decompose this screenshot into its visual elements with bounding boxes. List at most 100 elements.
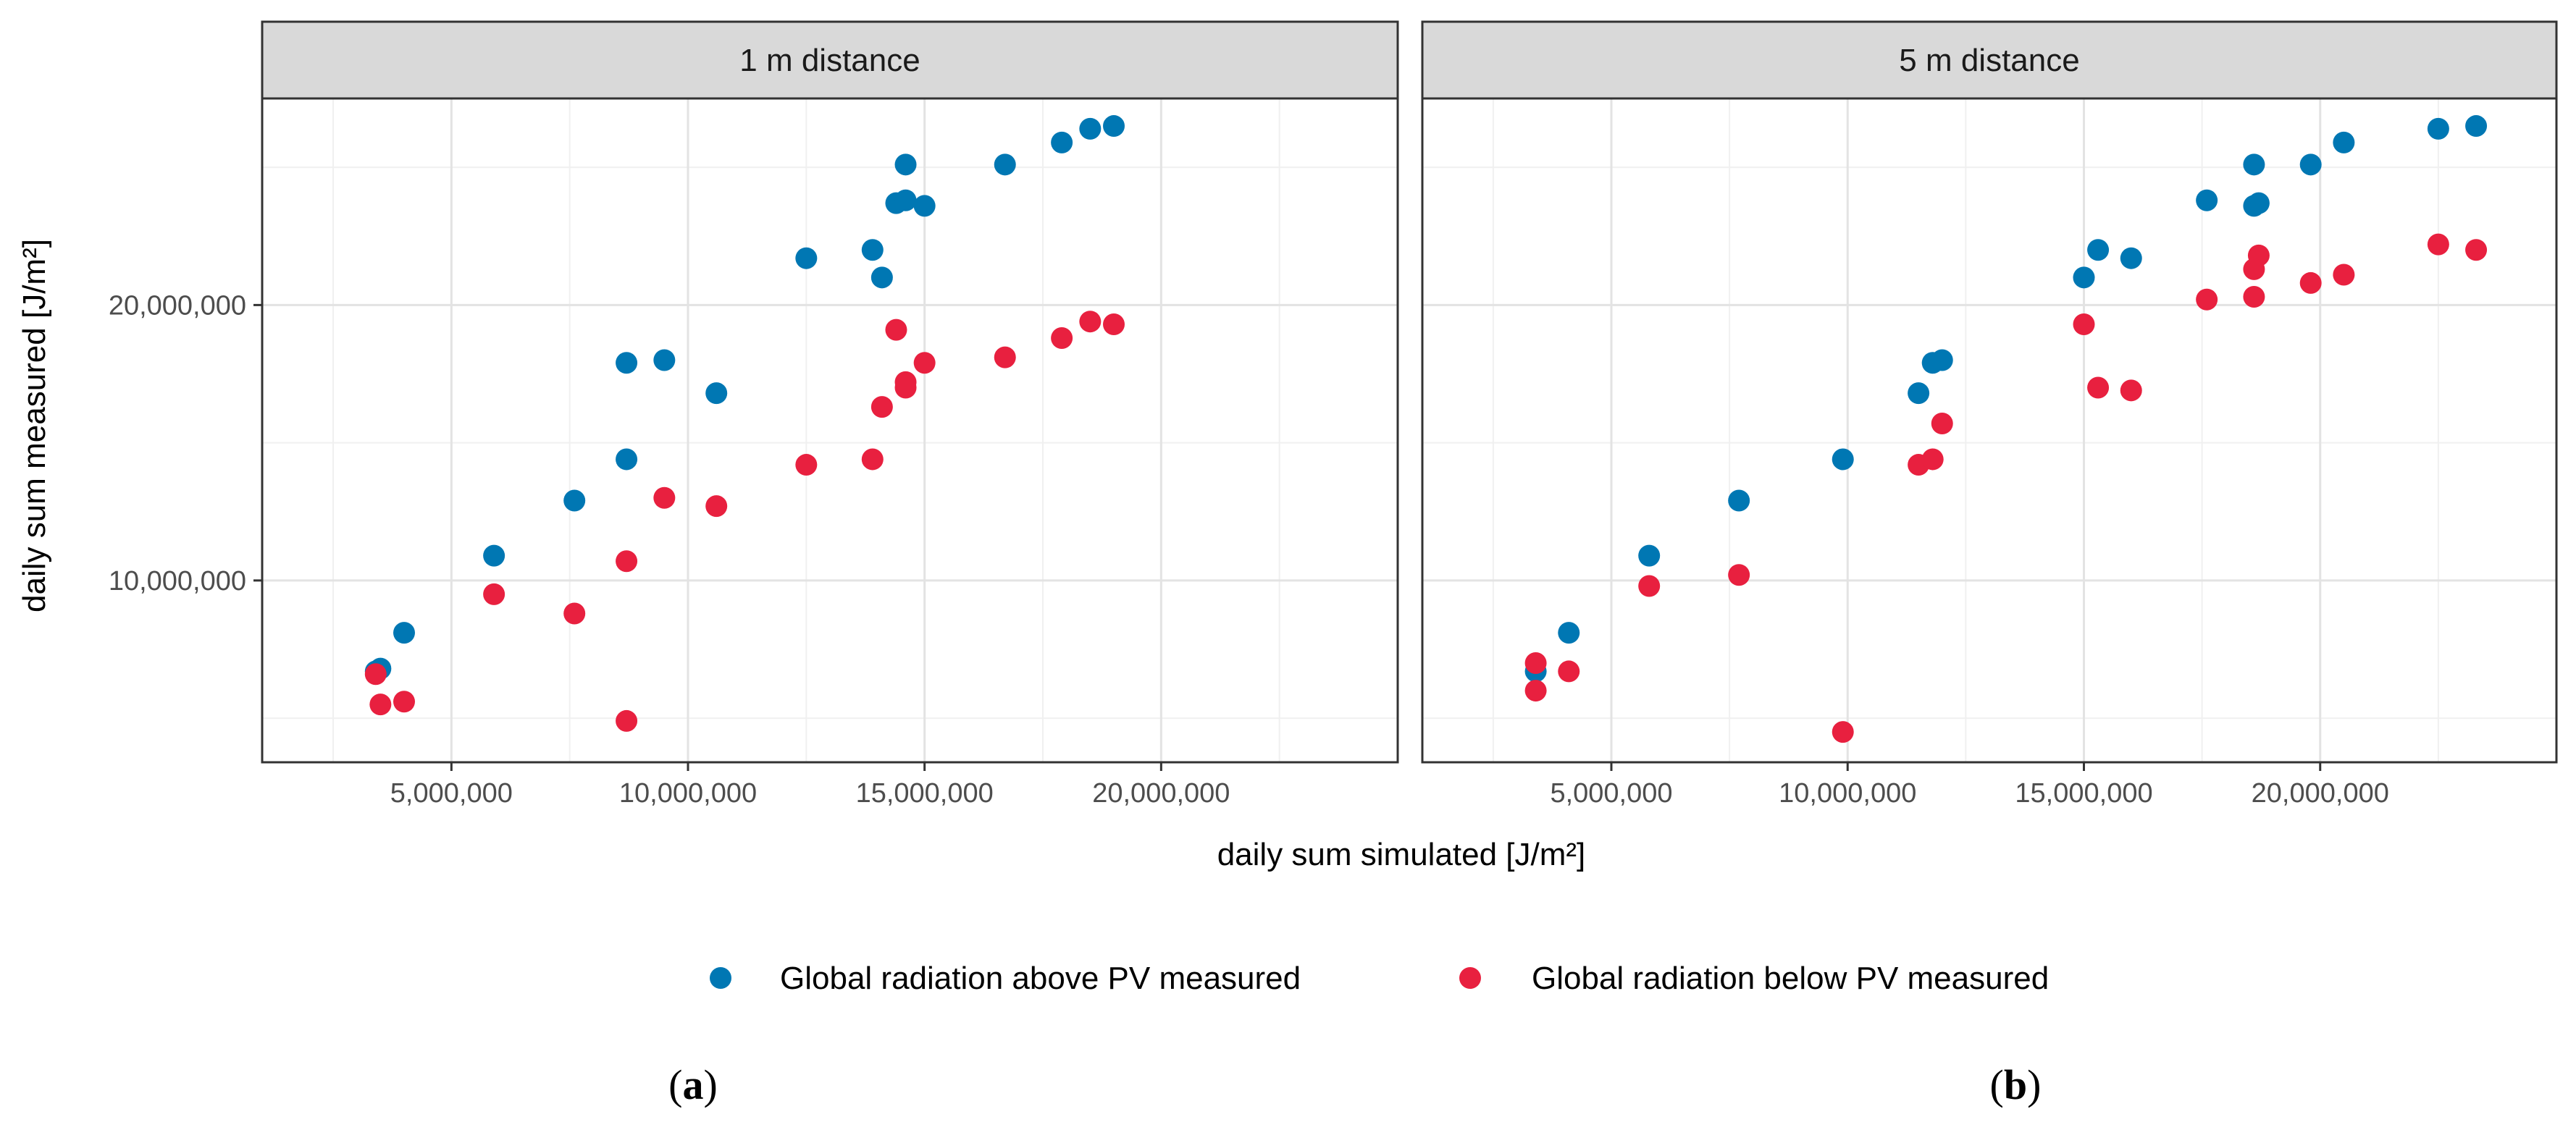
data-point (2247, 244, 2270, 266)
subfigure-label-a-open: ( (668, 1061, 682, 1108)
data-point (885, 319, 907, 341)
data-point (1832, 448, 1854, 471)
x-tick-label: 10,000,000 (619, 778, 757, 809)
series-above (1524, 115, 2488, 683)
data-point (2333, 131, 2355, 153)
legend-key-below (1459, 967, 1481, 989)
data-point (1638, 544, 1661, 567)
subfigure-label-b-open: ( (1990, 1061, 2004, 1108)
data-point (2196, 189, 2218, 211)
data-point (1908, 382, 1930, 405)
data-point (563, 602, 586, 625)
data-point (1921, 448, 1944, 471)
data-point (2427, 233, 2449, 256)
data-point (483, 544, 505, 567)
data-point (393, 691, 415, 713)
y-tick-label: 20,000,000 (109, 290, 246, 321)
data-point (1832, 721, 1854, 743)
series-below (364, 311, 1125, 732)
data-point (483, 583, 505, 605)
data-point (1103, 115, 1125, 138)
panels-layer: 1 m distance 5,000,000 10,000,000 15,000,00… (109, 20, 2558, 809)
panel-2: 5 m distance 5,000,000 10,000,000 15,000,00… (1421, 20, 2558, 809)
data-point (653, 486, 676, 509)
data-point (1728, 489, 1750, 512)
legend-label-above: Global radiation above PV measured (780, 961, 1301, 996)
data-point (705, 382, 728, 405)
x-tick-label: 20,000,000 (2252, 778, 2389, 809)
legend-key-above (710, 967, 731, 989)
data-point (2087, 239, 2110, 261)
y-tick-label: 10,000,000 (109, 566, 246, 596)
data-point (2247, 192, 2270, 214)
strip-background (1421, 20, 2558, 100)
data-point (653, 349, 676, 371)
data-point (1931, 412, 1953, 434)
data-point (1103, 313, 1125, 336)
x-tick-label: 20,000,000 (1092, 778, 1230, 809)
subfigure-label-b-close: ) (2027, 1061, 2041, 1108)
series-above (364, 115, 1125, 683)
x-tick-label: 5,000,000 (1550, 778, 1672, 809)
subfigure-label-b: (b) (1990, 1061, 2042, 1108)
panel-1: 1 m distance 5,000,000 10,000,000 15,000,00… (109, 20, 1399, 809)
data-point (894, 153, 917, 176)
data-point (2073, 266, 2095, 289)
subfigure-label-a: (a) (668, 1061, 718, 1108)
data-point (1051, 131, 1073, 153)
data-point (2299, 271, 2322, 294)
legend: Global radiation above PV measured Globa… (710, 961, 2049, 996)
subfigure-label-a-close: ) (704, 1061, 718, 1108)
data-point (616, 709, 638, 732)
data-point (1931, 349, 1953, 371)
panel-background (1422, 98, 2556, 762)
strip-label: 1 m distance (739, 43, 920, 78)
data-point (994, 346, 1016, 368)
data-point (2299, 153, 2322, 176)
data-point (913, 195, 936, 217)
data-point (2120, 247, 2142, 269)
data-point (616, 550, 638, 573)
data-point (1558, 622, 1580, 644)
series-below (1524, 233, 2488, 743)
x-tick-label: 10,000,000 (1779, 778, 1916, 809)
data-point (2087, 376, 2110, 399)
data-point (1524, 652, 1547, 675)
data-point (994, 153, 1016, 176)
data-point (870, 266, 893, 289)
data-point (1558, 660, 1580, 683)
strip-label: 5 m distance (1899, 43, 2079, 78)
data-point (795, 247, 818, 269)
data-point (616, 352, 638, 374)
data-point (364, 663, 387, 686)
data-point (894, 189, 917, 211)
data-point (1079, 311, 1102, 333)
data-point (795, 454, 818, 476)
data-point (1638, 575, 1661, 597)
data-point (369, 693, 392, 716)
x-axis-title: daily sum simulated [J/m²] (1217, 837, 1586, 872)
data-point (2073, 313, 2095, 336)
data-point (1051, 327, 1073, 350)
x-tick-label: 5,000,000 (390, 778, 513, 809)
data-point (894, 371, 917, 393)
panel-background (262, 98, 1398, 762)
data-point (2243, 153, 2265, 176)
data-point (1079, 117, 1102, 140)
data-point (2196, 288, 2218, 311)
data-point (616, 448, 638, 471)
data-point (2120, 379, 2142, 402)
data-point (1524, 680, 1547, 702)
data-point (2465, 239, 2488, 261)
data-point (913, 352, 936, 374)
data-point (2333, 263, 2355, 286)
strip-background (261, 20, 1399, 100)
x-tick-label: 15,000,000 (856, 778, 994, 809)
data-point (2427, 117, 2449, 140)
legend-label-below: Global radiation below PV measured (1532, 961, 2049, 996)
subfigure-label-a-letter: a (683, 1061, 704, 1108)
x-tick-label: 15,000,000 (2015, 778, 2152, 809)
data-point (705, 495, 728, 518)
data-point (861, 239, 884, 261)
